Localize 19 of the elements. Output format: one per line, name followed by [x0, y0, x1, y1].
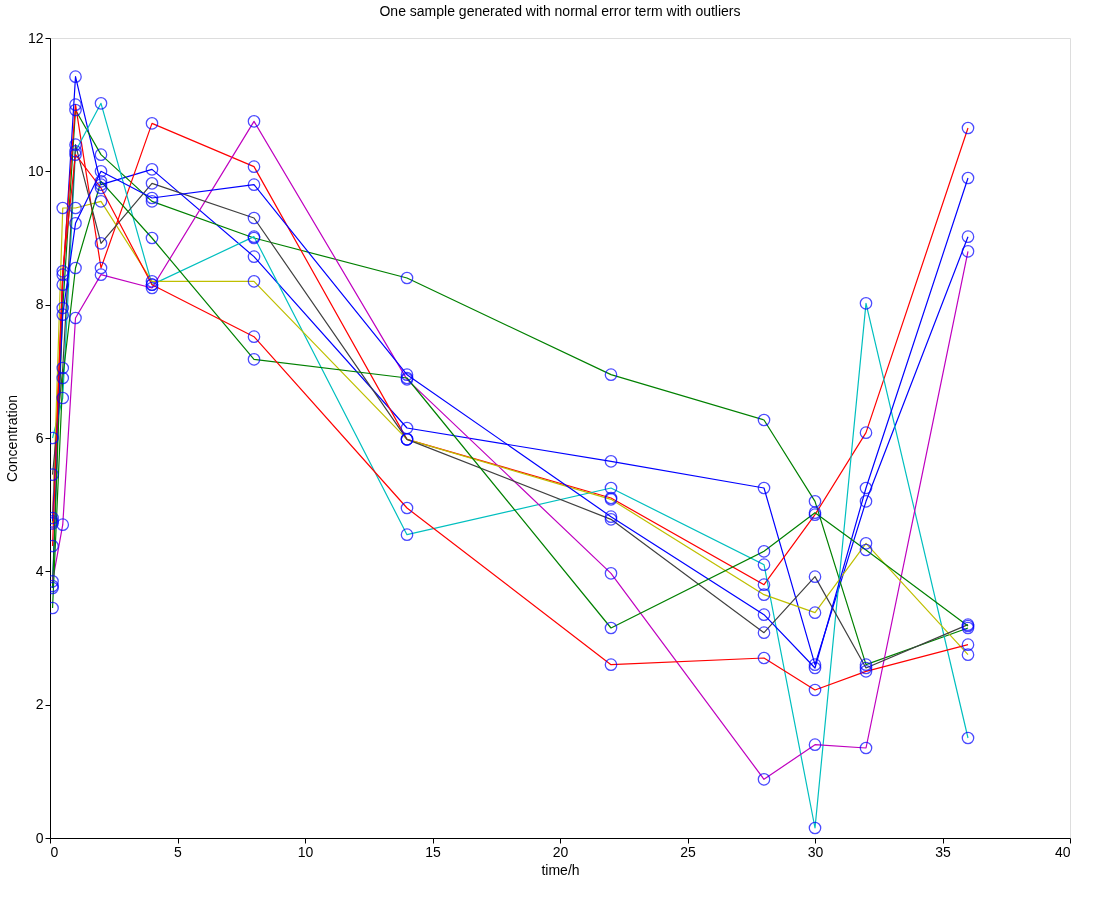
x-tick-label: 10 [297, 843, 314, 860]
y-tick-label: 0 [35, 829, 44, 846]
x-tick-label: 40 [1054, 843, 1071, 860]
x-tick-label: 15 [425, 843, 441, 860]
y-axis-title: Concentration [3, 394, 20, 483]
y-tick-label: 8 [35, 296, 44, 313]
y-tick-label: 4 [35, 562, 44, 579]
x-tick-label: 30 [807, 843, 824, 860]
x-tick-label: 35 [935, 843, 951, 860]
x-tick-label: 0 [50, 843, 59, 860]
chart-title: One sample generated with normal error term with outliers [379, 3, 741, 19]
x-tick-label: 20 [552, 843, 569, 860]
y-tick-label: 6 [35, 429, 44, 446]
x-axis-title: time/h [541, 861, 580, 878]
y-tick-label: 2 [35, 696, 44, 713]
y-tick-label: 12 [27, 29, 44, 46]
x-tick-label: 5 [174, 843, 183, 860]
x-tick-label: 25 [680, 843, 696, 860]
y-tick-label: 10 [27, 162, 44, 179]
